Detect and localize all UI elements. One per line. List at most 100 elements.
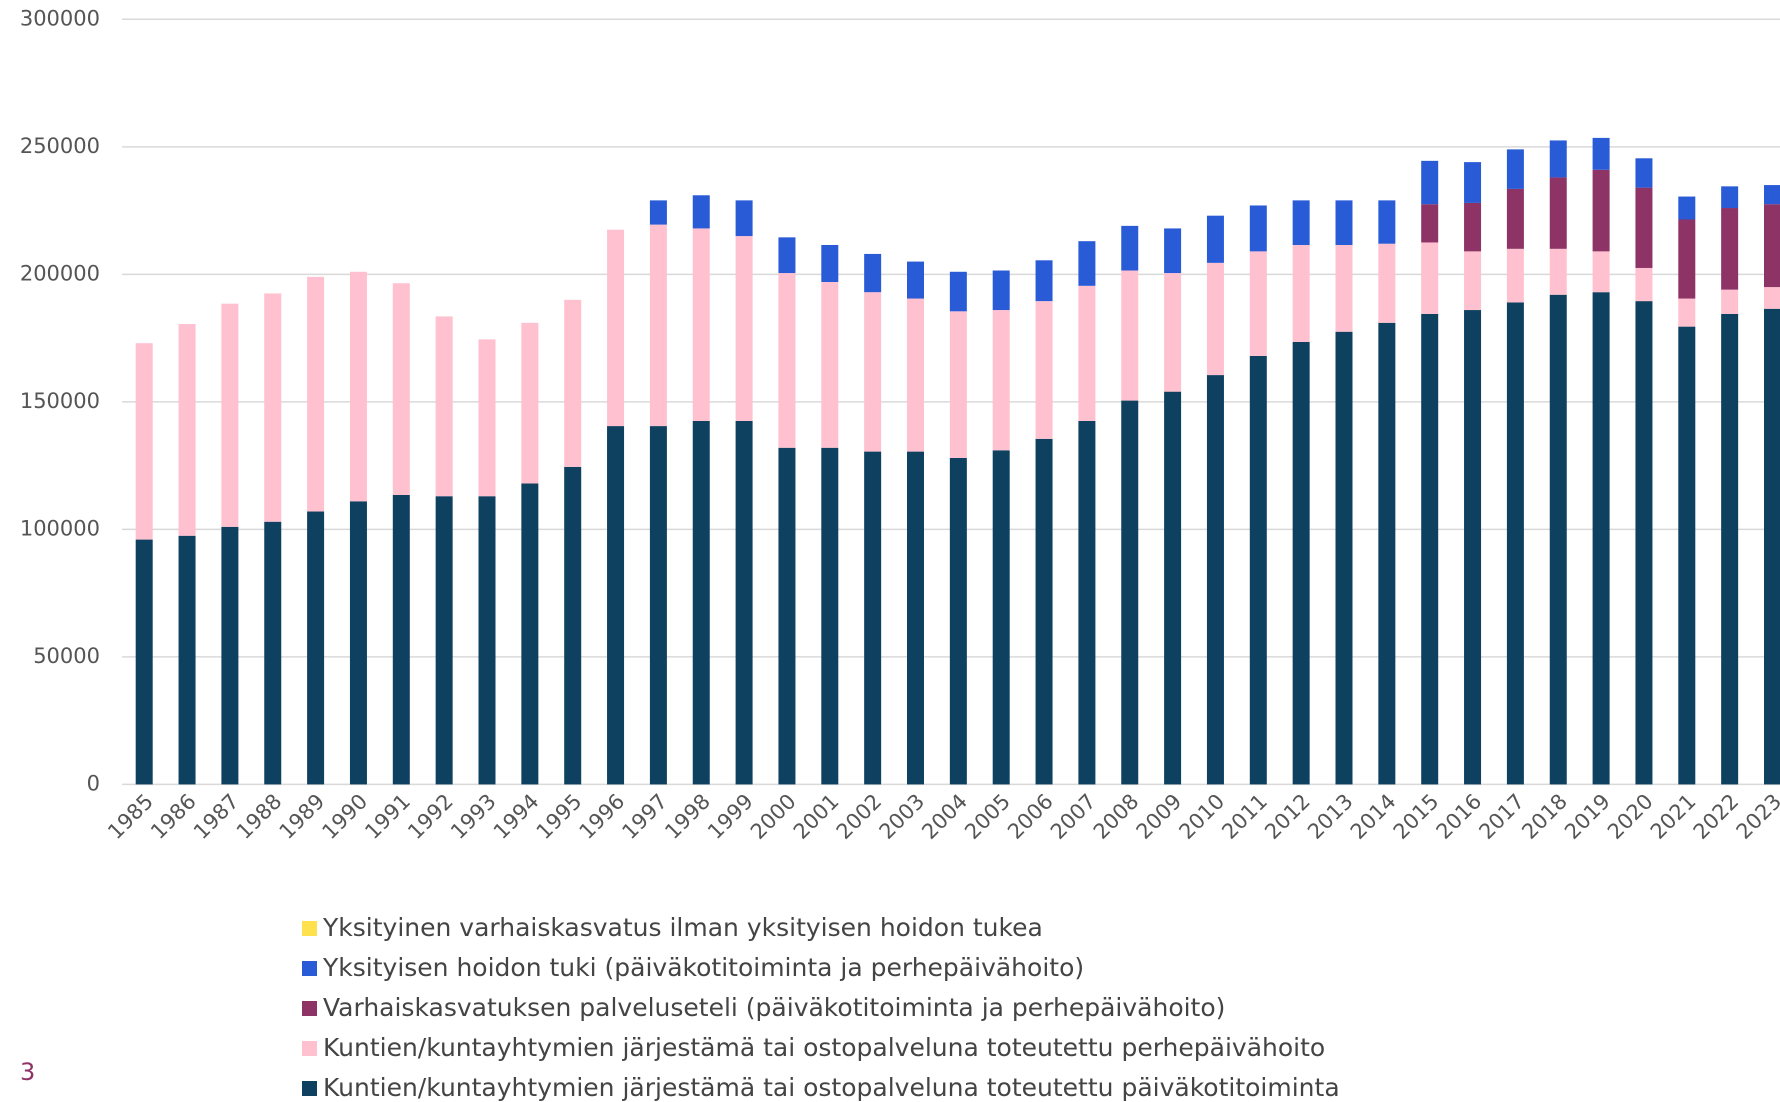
- x-tick-label: 2001: [789, 789, 844, 844]
- bar-segment: [564, 466, 582, 785]
- bar-segment: [907, 451, 924, 785]
- legend-swatch: [302, 1041, 317, 1056]
- bar-segment: [949, 457, 967, 785]
- bar-segment: [649, 200, 667, 225]
- legend-label: Kuntien/kuntayhtymien järjestämä tai ost…: [323, 1033, 1325, 1062]
- x-tick-label: 2022: [1689, 789, 1744, 844]
- x-tick-label: 1993: [446, 789, 501, 844]
- bar-segment: [1721, 208, 1739, 290]
- bar-segment: [735, 420, 753, 785]
- bar-segment: [1635, 301, 1653, 785]
- bar-segment: [1421, 313, 1439, 785]
- x-tick-label: 2018: [1517, 789, 1572, 844]
- page-number: 3: [20, 1058, 35, 1086]
- x-tick-label: 1995: [532, 789, 587, 844]
- bar-segment: [907, 261, 924, 299]
- x-tick-label: 1996: [575, 789, 630, 844]
- bar-segment: [135, 343, 153, 540]
- bar-segment: [1335, 331, 1353, 785]
- bar-segment: [1549, 294, 1567, 785]
- x-tick-label: 1988: [232, 789, 287, 844]
- x-tick-label: 2014: [1346, 789, 1401, 844]
- bar-segment: [1035, 260, 1053, 302]
- x-tick-label: 2000: [746, 789, 801, 844]
- x-tick-label: 2003: [875, 789, 930, 844]
- x-tick-label: 2015: [1389, 789, 1444, 844]
- legend-label: Kuntien/kuntayhtymien järjestämä tai ost…: [323, 1073, 1340, 1102]
- bar-segment: [1464, 202, 1482, 252]
- bar-segment: [735, 236, 753, 421]
- bar-segment: [1678, 298, 1696, 327]
- bar-segment: [1721, 289, 1739, 314]
- bar-segment: [1506, 188, 1524, 249]
- legend-swatch: [302, 1001, 317, 1016]
- x-tick-label: 1992: [403, 789, 458, 844]
- bar-segment: [521, 483, 539, 785]
- bar-segment: [1678, 196, 1696, 220]
- x-tick-label: 2006: [1003, 789, 1058, 844]
- bar-segment: [1164, 228, 1182, 274]
- bar-segment: [778, 273, 796, 448]
- bar-segment: [392, 283, 410, 495]
- bar-segment: [435, 316, 453, 497]
- bar-segment: [778, 447, 796, 785]
- bar-segment: [1292, 200, 1310, 246]
- bar-segment: [992, 310, 1010, 451]
- bar-segment: [178, 324, 196, 536]
- bar-segment: [392, 494, 410, 785]
- bar-segment: [1249, 355, 1267, 785]
- bar-segment: [1635, 187, 1653, 268]
- legend-swatch: [302, 961, 317, 976]
- x-tick-label: 2020: [1603, 789, 1658, 844]
- bar-segment: [1164, 391, 1182, 785]
- bar-segment: [264, 521, 282, 785]
- bar-segment: [178, 535, 196, 785]
- x-tick-label: 2002: [832, 789, 887, 844]
- bar-segment: [1035, 301, 1053, 439]
- bar-segment: [1421, 204, 1439, 243]
- bar-segment: [692, 420, 710, 785]
- bar-segment: [692, 228, 710, 421]
- bar-segment: [478, 496, 496, 785]
- legend-label: Yksityisen hoidon tuki (päiväkotitoimint…: [322, 953, 1084, 982]
- y-tick-label: 50000: [33, 644, 100, 668]
- bar-segment: [349, 271, 367, 502]
- x-tick-label: 1998: [660, 789, 715, 844]
- bar-segment: [607, 426, 625, 785]
- bar-segment: [435, 496, 453, 785]
- bar-segment: [1206, 215, 1224, 263]
- bar-segment: [1035, 438, 1053, 785]
- x-tick-label: 1997: [617, 789, 672, 844]
- x-tick-label: 2021: [1646, 789, 1701, 844]
- x-tick-label: 1990: [317, 789, 372, 844]
- y-tick-label: 300000: [20, 6, 100, 30]
- x-tick-label: 1991: [360, 789, 415, 844]
- x-tick-label: 1986: [146, 789, 201, 844]
- bar-segment: [1592, 251, 1610, 293]
- bar-segment: [864, 292, 882, 452]
- bar-segment: [1249, 251, 1267, 356]
- bar-segment: [1506, 149, 1524, 189]
- x-tick-label: 1987: [189, 789, 244, 844]
- bar-segment: [1464, 162, 1482, 203]
- bar-segment: [1121, 400, 1139, 785]
- y-tick-label: 0: [87, 771, 100, 795]
- bar-segment: [1549, 248, 1567, 295]
- legend-label: Varhaiskasvatuksen palveluseteli (päiväk…: [323, 993, 1225, 1022]
- x-tick-label: 2005: [960, 789, 1015, 844]
- x-tick-label: 1999: [703, 789, 758, 844]
- x-tick-label: 2019: [1560, 789, 1615, 844]
- bar-segment: [949, 311, 967, 458]
- bar-segment: [1206, 262, 1224, 376]
- y-tick-label: 250000: [20, 134, 100, 158]
- bar-segment: [1678, 219, 1696, 299]
- bar-segment: [221, 526, 239, 785]
- bar-segment: [1764, 308, 1780, 785]
- bar-segment: [907, 298, 924, 452]
- bar-segment: [992, 450, 1010, 785]
- x-tick-label: 2009: [1132, 789, 1187, 844]
- bar-segment: [1764, 204, 1780, 288]
- x-tick-label: 2017: [1474, 789, 1529, 844]
- bar-segment: [1078, 241, 1096, 286]
